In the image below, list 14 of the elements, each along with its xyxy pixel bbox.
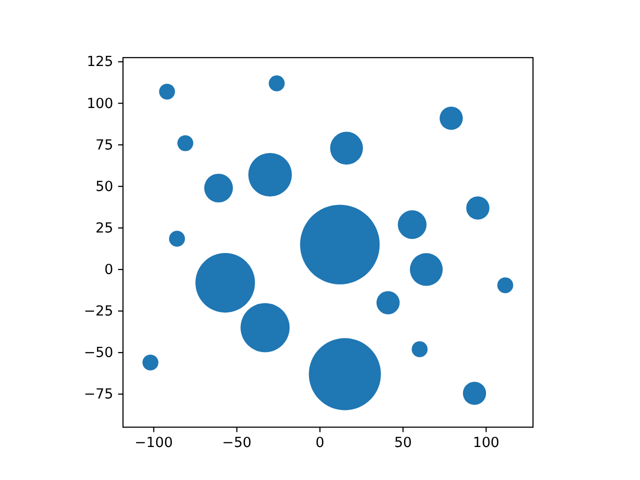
y-tick-label: 100 [86, 96, 114, 112]
y-tick-label: 125 [86, 54, 114, 70]
x-tick-label: 100 [472, 434, 500, 451]
x-tick-label: −100 [134, 434, 173, 451]
y-tick-label: 75 [96, 137, 114, 154]
y-tick-label: −50 [84, 345, 114, 362]
y-tick-label: 25 [96, 220, 114, 236]
y-tick-label: 0 [104, 262, 114, 278]
y-tick-label: −25 [84, 303, 114, 320]
y-tick-label: −75 [84, 386, 114, 403]
y-tick-label: 50 [96, 178, 114, 195]
x-tick-label: 0 [316, 434, 324, 451]
x-tick-label: −50 [222, 434, 252, 451]
x-tick-label: 50 [394, 434, 412, 451]
